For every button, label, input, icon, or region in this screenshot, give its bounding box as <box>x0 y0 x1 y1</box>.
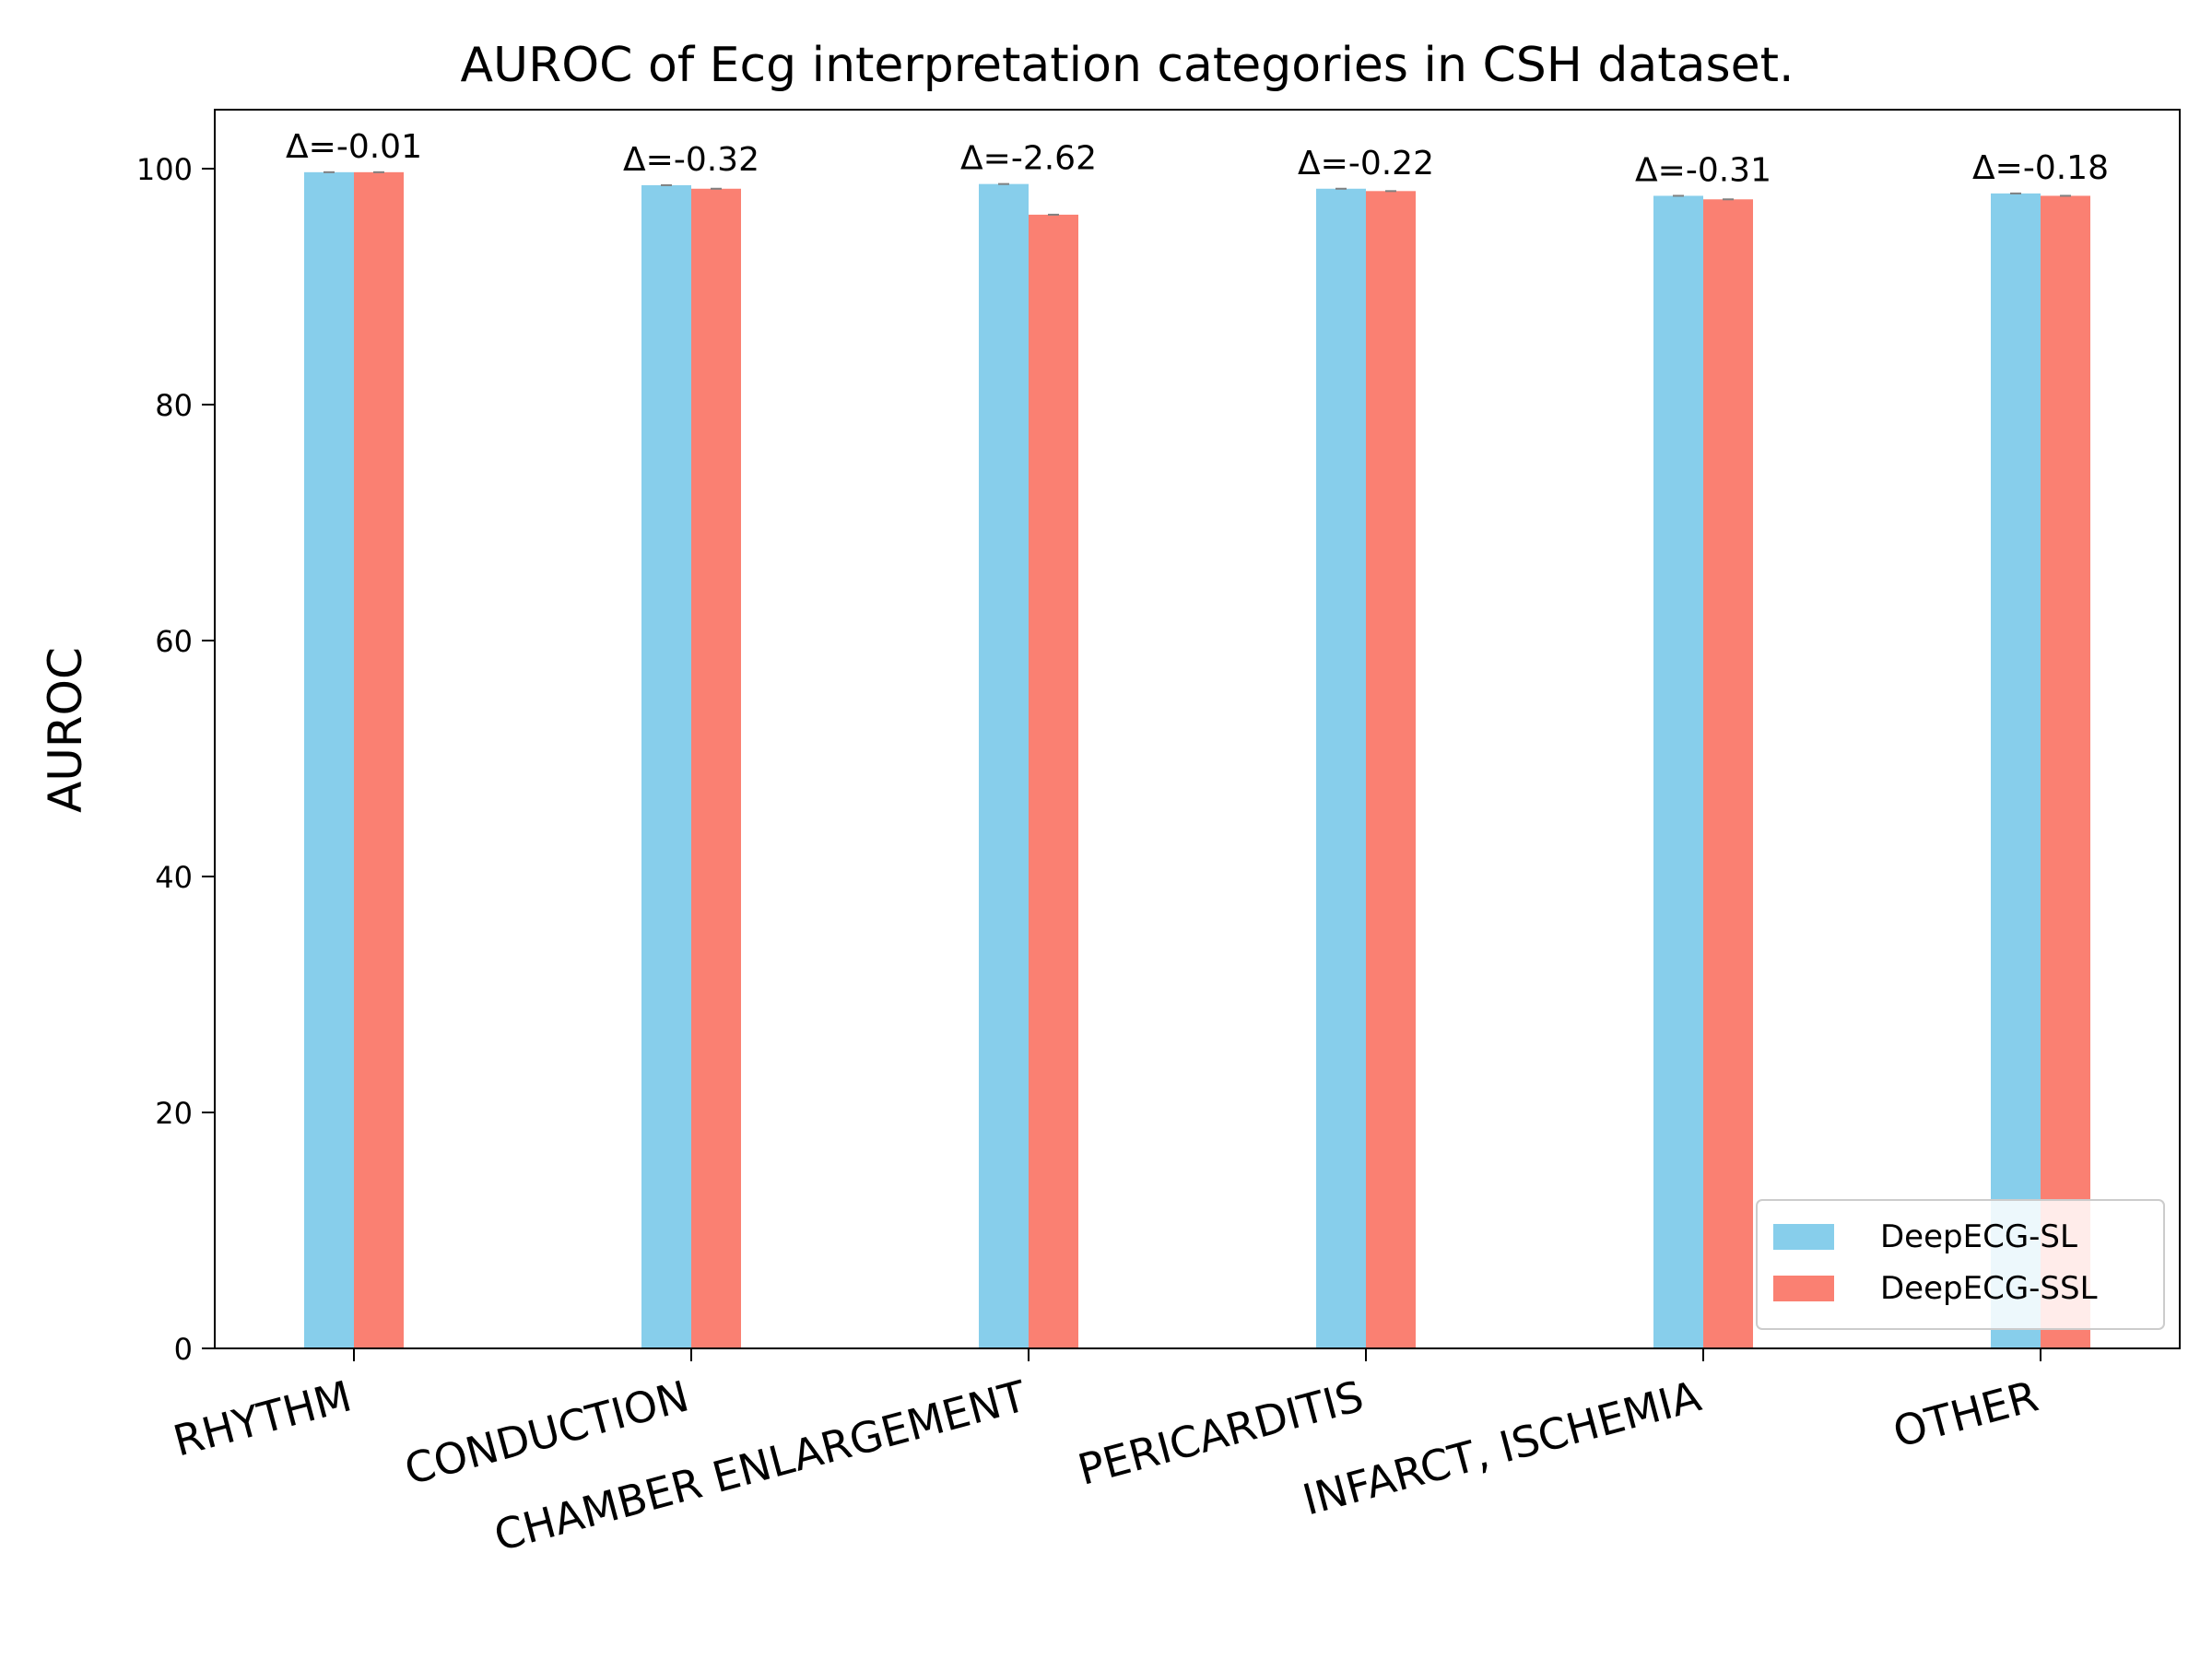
errorbars-layer <box>324 171 2071 216</box>
y-tick-label-1: 20 <box>155 1096 193 1131</box>
delta-annotation-2: Δ=-2.62 <box>960 140 1097 178</box>
bar-ssl-4 <box>1703 199 1753 1348</box>
bar-sl-1 <box>641 184 691 1348</box>
y-axis-label: AUROC <box>39 647 92 813</box>
delta-annotation-1: Δ=-0.32 <box>623 141 759 179</box>
delta-annotation-3: Δ=-0.22 <box>1298 145 1434 182</box>
legend-swatch-sl <box>1773 1224 1834 1250</box>
bar-ssl-0 <box>354 171 404 1349</box>
annotations-layer: Δ=-0.01 Δ=-0.32 Δ=-2.62 Δ=-0.22 Δ=-0.31 Δ=-0.… <box>286 128 2109 190</box>
bar-ssl-1 <box>691 188 741 1348</box>
bar-ssl-2 <box>1029 214 1078 1348</box>
plot-frame <box>214 109 2181 1349</box>
bar-sl-3 <box>1316 188 1366 1348</box>
legend-box <box>1756 1199 2165 1330</box>
legend-swatch-ssl <box>1773 1276 1834 1301</box>
bar-sl-0 <box>304 171 354 1349</box>
delta-annotation-4: Δ=-0.31 <box>1635 151 1771 189</box>
delta-annotation-5: Δ=-0.18 <box>1972 149 2109 187</box>
bars-layer <box>304 171 2090 1349</box>
y-tick-label-4: 80 <box>155 388 193 423</box>
bar-ssl-3 <box>1366 191 1416 1348</box>
legend-label-sl: DeepECG-SL <box>1880 1218 2077 1255</box>
delta-annotation-0: Δ=-0.01 <box>286 128 422 166</box>
y-tick-label-5: 100 <box>136 152 193 187</box>
bar-sl-4 <box>1653 195 1703 1349</box>
y-tick-label-3: 60 <box>155 624 193 659</box>
chart-title: AUROC of Ecg interpretation categories i… <box>460 38 1794 93</box>
legend-label-ssl: DeepECG-SSL <box>1880 1270 2098 1307</box>
bar-sl-5 <box>1991 193 2041 1348</box>
y-axis: 0 20 40 60 80 100 <box>136 152 215 1367</box>
y-tick-label-0: 0 <box>174 1332 193 1367</box>
legend: DeepECG-SL DeepECG-SSL <box>1756 1199 2165 1330</box>
y-tick-label-2: 40 <box>155 860 193 895</box>
bar-sl-2 <box>979 183 1029 1348</box>
bar-ssl-5 <box>2041 195 2090 1349</box>
